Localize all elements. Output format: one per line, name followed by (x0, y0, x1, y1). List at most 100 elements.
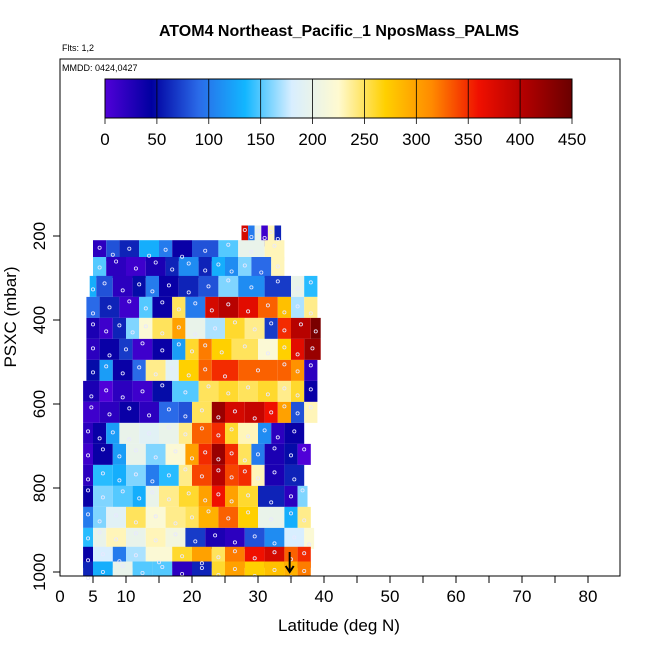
sample-marker (203, 268, 208, 273)
x-axis-tick-label: 80 (579, 587, 598, 606)
sample-marker (275, 264, 280, 269)
sample-marker (127, 437, 132, 442)
sample-marker (219, 350, 224, 355)
sample-marker (117, 478, 122, 483)
sample-marker (269, 410, 274, 415)
sample-marker (86, 477, 91, 482)
sample-marker (89, 394, 94, 399)
sample-marker (193, 301, 198, 306)
sample-marker (114, 513, 119, 518)
sample-marker (246, 385, 251, 390)
sample-marker (259, 270, 264, 275)
heatmap-cell (93, 527, 107, 549)
heatmap-cell (238, 464, 252, 486)
sample-marker (150, 490, 155, 495)
heatmap-cell (238, 240, 265, 262)
heatmap-cell (93, 240, 107, 262)
sample-marker (203, 367, 208, 372)
sample-marker (160, 383, 165, 388)
heatmap-cell (112, 561, 133, 576)
heatmap-cell (277, 401, 291, 423)
sample-marker (206, 284, 211, 289)
sample-marker (150, 479, 155, 484)
sample-marker (265, 351, 270, 356)
x-axis-tick-label: 60 (447, 587, 466, 606)
heatmap-cell (271, 422, 285, 444)
heatmap-cell (304, 275, 318, 297)
heatmap-cell (145, 485, 159, 507)
heatmap-cell (83, 464, 93, 486)
sample-marker (249, 234, 254, 239)
heatmap-cell (112, 317, 126, 339)
heatmap-cell (205, 296, 219, 318)
sample-marker (295, 411, 300, 416)
sample-marker (97, 265, 102, 270)
sample-marker (166, 473, 171, 478)
colorbar-tick-label: 300 (402, 130, 430, 149)
colorbar-tick-label: 0 (100, 130, 109, 149)
heatmap-cell (165, 257, 179, 278)
heatmap-cell (139, 422, 159, 444)
sample-marker (156, 560, 161, 565)
heatmap-cell (218, 506, 239, 528)
sample-marker (216, 492, 221, 497)
sample-marker (302, 551, 307, 556)
sample-marker (127, 246, 132, 251)
sample-marker (147, 413, 152, 418)
heatmap-cell (152, 317, 173, 339)
heatmap-cell (264, 240, 285, 262)
heatmap-cell (126, 257, 146, 278)
heatmap-cell (277, 296, 291, 318)
heatmap-cell (172, 561, 192, 576)
sample-marker (209, 308, 214, 313)
sample-marker (117, 559, 122, 564)
sample-marker (160, 331, 165, 336)
sample-marker (295, 304, 300, 309)
sample-marker (232, 540, 237, 545)
heatmap-cell (258, 380, 278, 402)
sample-marker (288, 511, 293, 516)
heatmap-cell (112, 485, 133, 507)
sample-marker (249, 285, 254, 290)
heatmap-cell (198, 338, 212, 360)
heatmap-cell (218, 275, 239, 297)
sample-marker (272, 243, 277, 248)
sample-marker (160, 300, 165, 305)
sample-marker (295, 369, 300, 374)
sample-marker (308, 363, 313, 368)
heatmap-cell (83, 506, 93, 528)
sample-marker (292, 535, 297, 540)
heatmap-cell (238, 257, 252, 278)
heatmap-cell (225, 401, 245, 423)
x-axis-tick-label: 0 (55, 587, 64, 606)
heatmap-cell (145, 527, 166, 549)
sample-marker (295, 352, 300, 357)
sample-marker (203, 450, 208, 455)
sample-marker (97, 519, 102, 524)
dates-note: MMDD: 0424,0427 (62, 63, 138, 73)
heatmap-cell (145, 464, 159, 486)
heatmap-cell (112, 464, 126, 486)
heatmap-cell (159, 275, 179, 297)
x-axis-tick-label: 70 (513, 587, 532, 606)
sample-marker (308, 311, 313, 316)
heatmap-cell (251, 257, 272, 278)
y-axis-tick-label: 1000 (30, 553, 49, 591)
sample-marker (292, 477, 297, 482)
heatmap-cell (106, 240, 120, 262)
sample-marker (229, 427, 234, 432)
sample-marker (86, 512, 91, 517)
heatmap-cell (119, 422, 140, 444)
heatmap-cell (178, 257, 199, 278)
heatmap-cell (93, 443, 113, 465)
sample-marker (272, 470, 277, 475)
heatmap-cell (244, 561, 265, 576)
heatmap-cell (238, 422, 258, 444)
heatmap-cell (83, 561, 93, 576)
heatmap-cell (238, 296, 258, 318)
heatmap-cell (99, 359, 113, 381)
sample-marker (153, 538, 158, 543)
heatmap-cell (291, 296, 305, 318)
heatmap-cell (218, 296, 239, 318)
